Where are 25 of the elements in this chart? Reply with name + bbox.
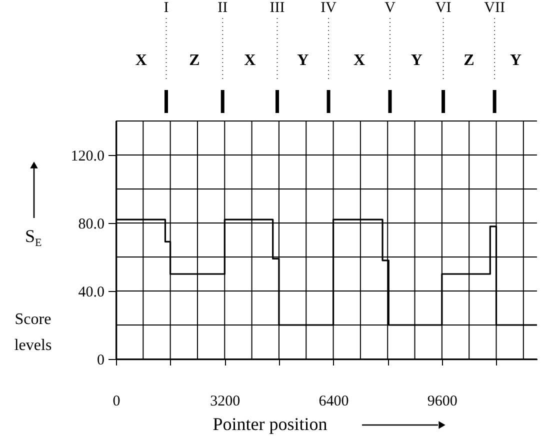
x-axis-title: Pointer position bbox=[212, 414, 328, 434]
x-tick-label: 0 bbox=[112, 394, 120, 410]
ref-line-label: IV bbox=[320, 0, 337, 16]
text: X bbox=[353, 52, 366, 69]
ref-line-label: V bbox=[384, 0, 396, 16]
text: X bbox=[135, 52, 148, 69]
ref-line-label: II bbox=[218, 0, 228, 16]
text: Y bbox=[297, 52, 310, 69]
text: Z bbox=[464, 52, 474, 69]
ref-line-label: VI bbox=[435, 0, 452, 16]
text: Y bbox=[510, 52, 522, 69]
text: Z bbox=[189, 52, 200, 69]
ref-line-label: VII bbox=[484, 0, 505, 16]
x-tick-label: 9600 bbox=[427, 394, 458, 410]
y-tick-label: 80.0 bbox=[78, 216, 104, 232]
x-tick-label: 6400 bbox=[318, 394, 349, 410]
y-tick-label: 40.0 bbox=[78, 284, 104, 300]
y-tick-label: 120.0 bbox=[70, 148, 104, 164]
ref-line-label: III bbox=[270, 0, 285, 16]
y-tick-label: 0 bbox=[97, 352, 104, 368]
x-tick-label: 3200 bbox=[210, 394, 240, 410]
text: X bbox=[244, 52, 256, 69]
ref-line-label: I bbox=[164, 0, 169, 16]
text: Y bbox=[410, 52, 423, 69]
text: Score levels bbox=[14, 311, 52, 354]
